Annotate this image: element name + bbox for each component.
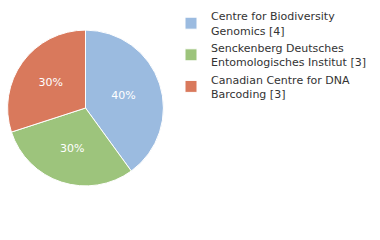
svg-text:Senckenberg DeutschesEntomolog: Senckenberg DeutschesEntomologisches Ins… — [211, 42, 366, 69]
svg-text:Canadian Centre for DNABarcodi: Canadian Centre for DNABarcoding [3] — [211, 74, 350, 101]
svg-text:Centre for BiodiversityGenomic: Centre for BiodiversityGenomics [4] — [211, 10, 335, 37]
svg-text:30%: 30% — [60, 142, 84, 155]
svg-text:30%: 30% — [38, 76, 62, 89]
svg-text:40%: 40% — [111, 89, 135, 102]
